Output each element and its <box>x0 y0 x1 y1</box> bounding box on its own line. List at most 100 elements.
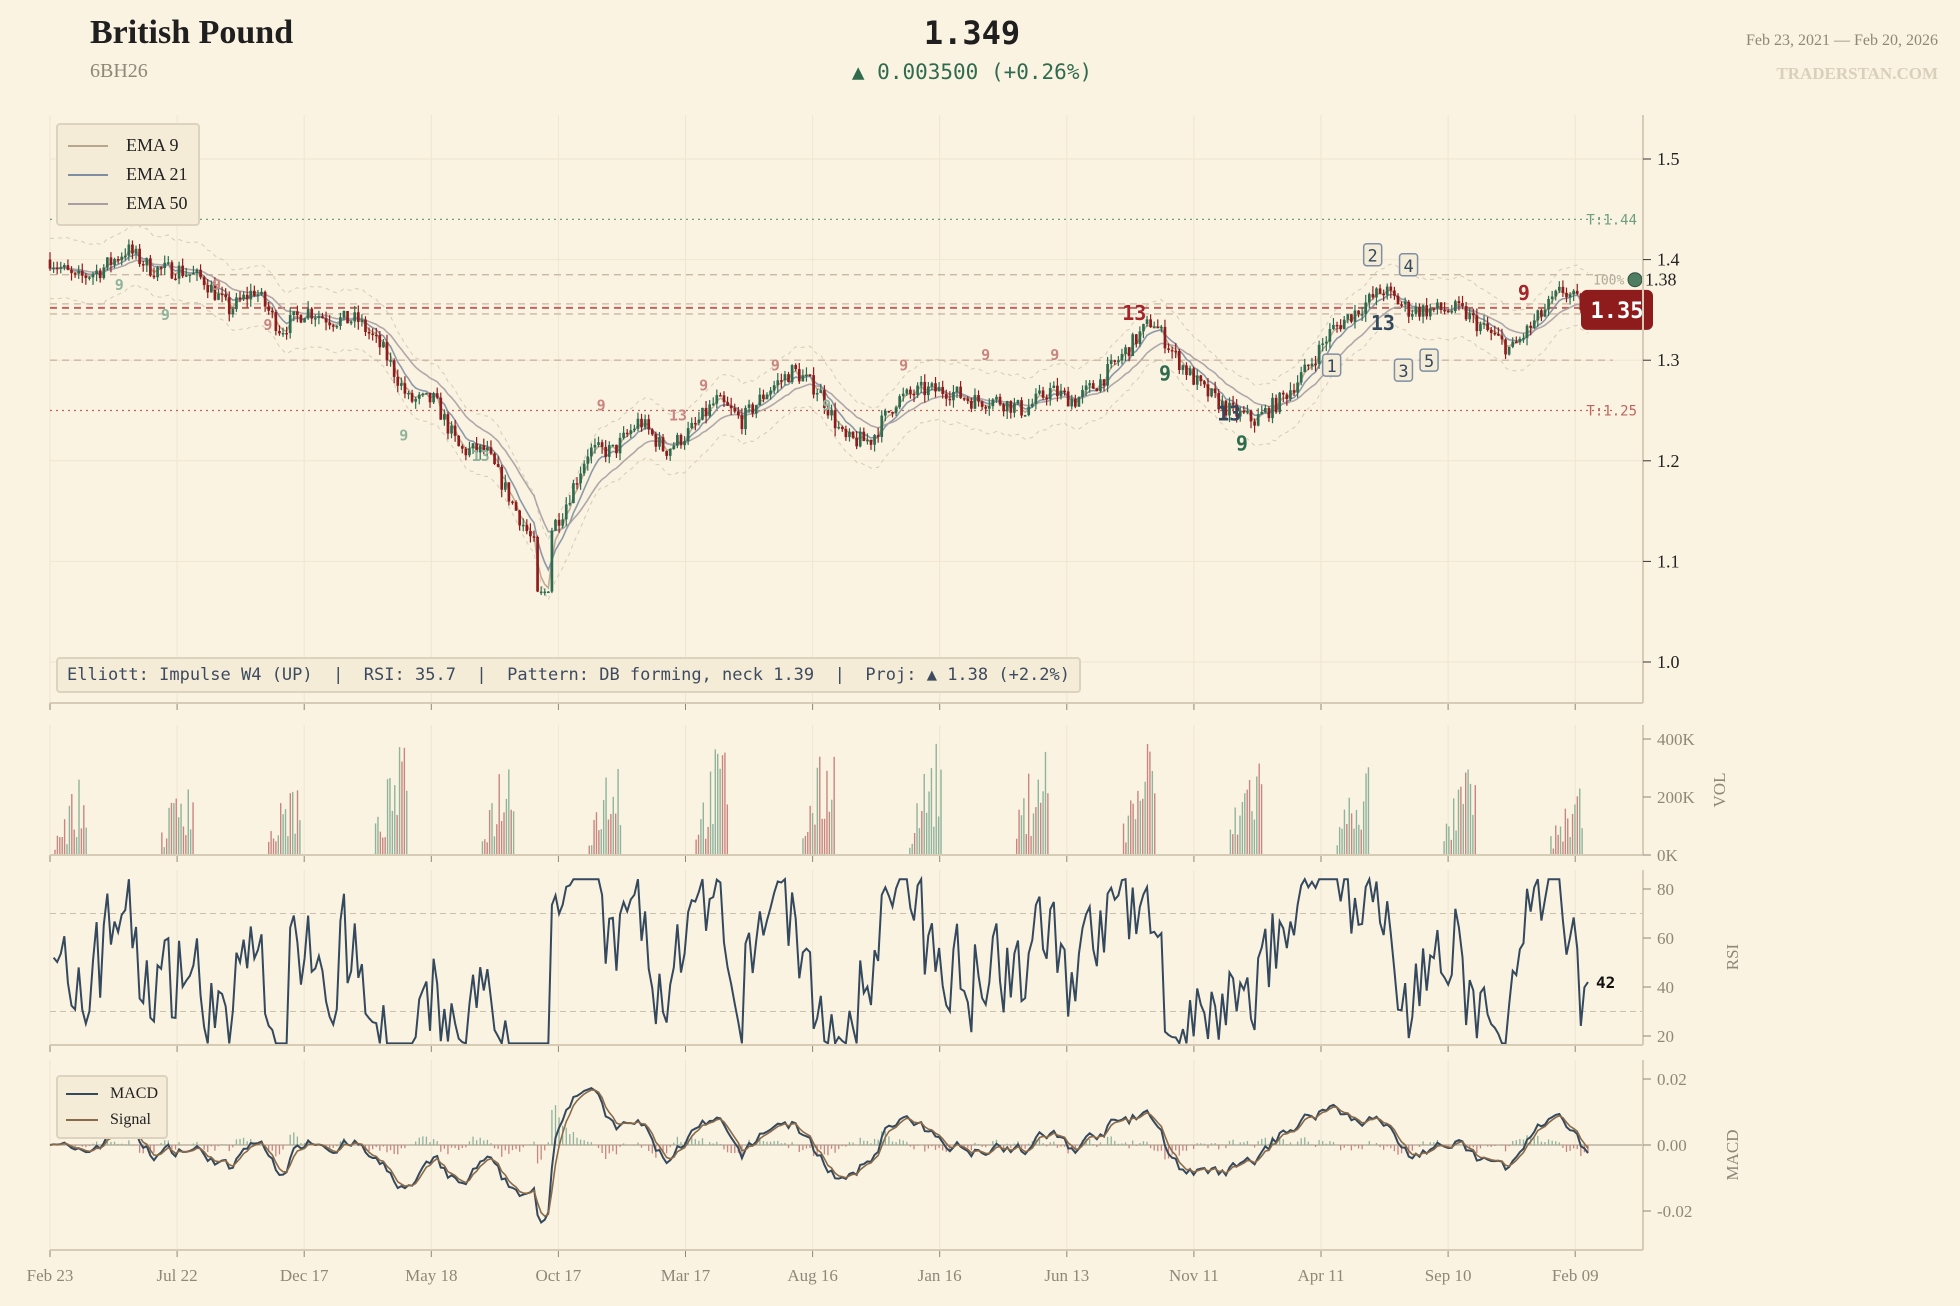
candle-body <box>844 429 848 438</box>
candle-down <box>729 397 733 416</box>
candle-up <box>192 265 195 275</box>
candle-body <box>378 334 382 348</box>
candle-down <box>435 387 439 400</box>
candle-down <box>604 440 608 463</box>
candle-body <box>1432 308 1436 310</box>
candle-body <box>529 531 532 537</box>
candle-up <box>672 442 676 450</box>
candle-down <box>1446 309 1450 313</box>
candle-body <box>1529 325 1532 328</box>
macd-legend: MACD Signal <box>56 1075 169 1139</box>
candle-down <box>1514 336 1518 344</box>
candle-body <box>435 393 439 398</box>
candle-up <box>231 307 235 318</box>
candle-body <box>973 394 977 409</box>
rsi-axis-label: RSI <box>1723 943 1742 970</box>
candle-body <box>335 325 339 328</box>
candle-up <box>801 369 805 382</box>
candle-body <box>464 448 468 456</box>
candle-body <box>410 392 414 402</box>
candle-up <box>1410 309 1414 321</box>
candle-body <box>521 524 525 527</box>
candle-body <box>450 425 453 434</box>
candle-body <box>866 439 869 442</box>
candle-down <box>410 389 414 404</box>
candle-down <box>296 305 299 323</box>
candle-body <box>701 407 704 420</box>
candle-down <box>966 396 970 404</box>
candle-down <box>475 437 478 458</box>
candle-down <box>227 291 231 322</box>
candle-body <box>1256 414 1260 426</box>
candle-up <box>629 424 633 439</box>
td-count-label: 13 <box>1217 402 1241 426</box>
candle-down <box>374 327 378 343</box>
candle-up <box>1468 308 1472 323</box>
candle-down <box>1339 319 1342 332</box>
candle-body <box>407 392 410 395</box>
candle-body <box>1314 363 1317 366</box>
candle-down <box>346 310 349 324</box>
candle-body <box>217 293 220 300</box>
candle-up <box>1181 364 1185 375</box>
candle-down <box>1134 333 1138 348</box>
candle-up <box>1038 384 1041 395</box>
candle-body <box>514 502 518 511</box>
candle-body <box>525 524 529 532</box>
candle-body <box>396 376 400 386</box>
candle-body <box>876 435 880 437</box>
candle-down <box>998 393 1002 407</box>
candle-down <box>944 389 948 407</box>
candle-body <box>500 466 504 490</box>
candle-body <box>550 530 554 592</box>
fib-label: 100% <box>1593 274 1624 289</box>
brand-watermark: TRADERSTAN.COM <box>1776 64 1938 83</box>
candle-down <box>1565 287 1568 303</box>
candle-up <box>1210 388 1213 398</box>
candle-down <box>1497 327 1500 337</box>
candle-up <box>772 380 776 394</box>
candle-body <box>962 398 966 400</box>
candle-body <box>374 334 378 337</box>
candle-body <box>253 290 256 296</box>
candle-down <box>1045 394 1048 406</box>
candle-body <box>1550 296 1554 299</box>
candle-down <box>267 301 271 315</box>
candle-up <box>883 408 887 422</box>
candle-down <box>1432 308 1436 313</box>
candle-body <box>339 317 342 326</box>
candle-body <box>270 310 274 313</box>
candle-body <box>869 439 873 445</box>
candle-body <box>1167 348 1170 351</box>
candle-up <box>62 263 66 271</box>
candle-body <box>1127 347 1131 356</box>
y-tick-label: 1.2 <box>1657 451 1680 471</box>
y-tick-label: 80 <box>1657 880 1674 899</box>
candle-down <box>174 273 177 281</box>
candle-body <box>1016 400 1020 404</box>
candle-up <box>1220 395 1224 412</box>
candle-body <box>299 315 303 323</box>
candle-up <box>166 256 170 265</box>
candle-body <box>858 431 862 447</box>
candle-down <box>1475 308 1479 337</box>
candle-up <box>432 391 435 405</box>
legend-label: EMA 9 <box>126 135 179 155</box>
candle-body <box>1414 306 1418 315</box>
candle-body <box>1138 331 1142 344</box>
candle-body <box>564 504 568 520</box>
td-count-label: 9 <box>399 427 408 445</box>
y-tick-label: 1.3 <box>1657 350 1680 370</box>
candle-body <box>1321 343 1325 345</box>
candle-body <box>536 536 539 592</box>
x-tick-label: Oct 17 <box>536 1266 582 1285</box>
candle-body <box>141 264 145 266</box>
candle-body <box>955 386 959 392</box>
legend-macd: MACD <box>66 1081 158 1107</box>
candle-body <box>296 311 299 316</box>
td-count-label: 9 <box>212 276 221 294</box>
candle-body <box>1450 311 1454 313</box>
candle-body <box>927 386 930 396</box>
candle-down <box>912 389 916 403</box>
candle-body <box>511 501 514 504</box>
